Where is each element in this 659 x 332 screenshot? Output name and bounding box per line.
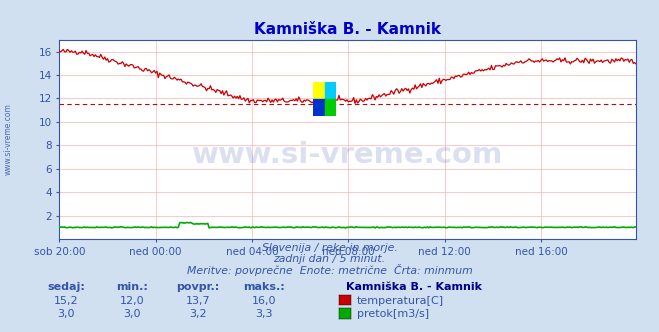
Text: sedaj:: sedaj: — [47, 283, 85, 292]
Text: zadnji dan / 5 minut.: zadnji dan / 5 minut. — [273, 254, 386, 264]
Bar — [313, 99, 325, 116]
Text: 15,2: 15,2 — [53, 296, 78, 306]
Text: Slovenija / reke in morje.: Slovenija / reke in morje. — [262, 243, 397, 253]
Text: 3,0: 3,0 — [123, 309, 140, 319]
Text: www.si-vreme.com: www.si-vreme.com — [3, 104, 13, 175]
Text: Kamniška B. - Kamnik: Kamniška B. - Kamnik — [346, 283, 482, 292]
Text: maks.:: maks.: — [243, 283, 285, 292]
Bar — [325, 82, 336, 99]
Text: 16,0: 16,0 — [251, 296, 276, 306]
Text: pretok[m3/s]: pretok[m3/s] — [357, 309, 428, 319]
Bar — [313, 82, 325, 99]
Text: povpr.:: povpr.: — [176, 283, 219, 292]
Text: 3,3: 3,3 — [255, 309, 272, 319]
Text: 3,0: 3,0 — [57, 309, 74, 319]
Title: Kamniška B. - Kamnik: Kamniška B. - Kamnik — [254, 22, 441, 37]
Text: min.:: min.: — [116, 283, 148, 292]
Bar — [325, 99, 336, 116]
Text: 3,2: 3,2 — [189, 309, 206, 319]
Text: temperatura[C]: temperatura[C] — [357, 296, 444, 306]
Text: 13,7: 13,7 — [185, 296, 210, 306]
Text: Meritve: povprečne  Enote: metrične  Črta: minmum: Meritve: povprečne Enote: metrične Črta:… — [186, 264, 473, 276]
Text: www.si-vreme.com: www.si-vreme.com — [192, 141, 503, 169]
Text: 12,0: 12,0 — [119, 296, 144, 306]
